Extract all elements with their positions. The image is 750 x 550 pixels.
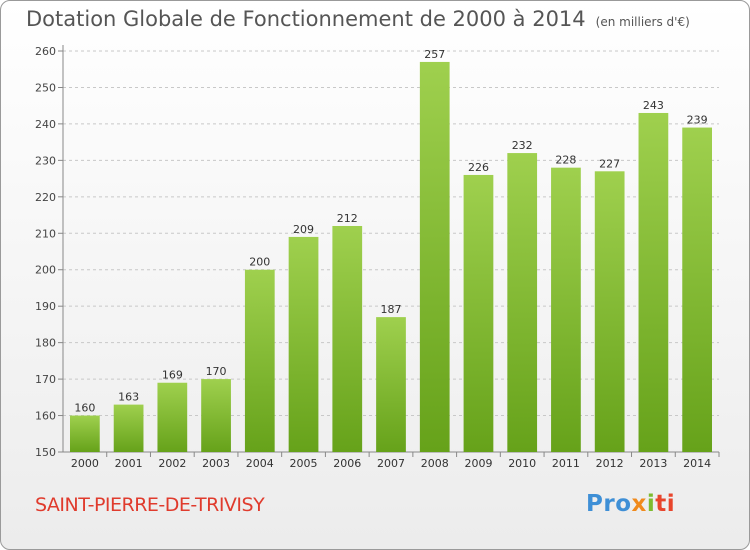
x-tick-label: 2009	[464, 457, 492, 470]
y-tick-label: 170	[35, 373, 56, 386]
x-tick-label: 2001	[115, 457, 143, 470]
bar	[69, 415, 100, 452]
y-tick-label: 260	[35, 45, 56, 58]
bar	[113, 404, 144, 452]
y-tick-label: 190	[35, 300, 56, 313]
proxiti-logo: Proxiti	[586, 491, 675, 517]
data-label: 170	[206, 365, 227, 378]
bar	[507, 153, 538, 452]
logo-part-2: x	[631, 491, 647, 517]
data-label: 257	[424, 48, 445, 61]
logo-part-1: Pro	[586, 491, 632, 517]
x-tick-label: 2005	[290, 457, 318, 470]
data-label: 239	[687, 114, 708, 127]
data-label: 226	[468, 161, 489, 174]
y-tick-label: 210	[35, 227, 56, 240]
data-label: 160	[74, 402, 95, 415]
chart-title: Dotation Globale de Fonctionnement de 20…	[26, 7, 690, 31]
bar	[332, 225, 363, 452]
bar	[288, 236, 319, 452]
x-tick-label: 2006	[333, 457, 361, 470]
logo-part-3: i	[646, 491, 656, 517]
x-tick-label: 2008	[421, 457, 449, 470]
data-label: 163	[118, 391, 139, 404]
data-label: 228	[555, 154, 576, 167]
bar	[463, 174, 494, 453]
y-tick-label: 240	[35, 118, 56, 131]
x-tick-label: 2013	[639, 457, 667, 470]
bar	[551, 167, 581, 452]
x-tick-label: 2010	[508, 457, 536, 470]
y-tick-label: 250	[35, 81, 56, 94]
data-label: 169	[162, 369, 183, 382]
bar	[244, 269, 275, 452]
y-tick-label: 160	[35, 410, 56, 423]
y-tick-label: 230	[35, 154, 56, 167]
data-label: 243	[643, 99, 664, 112]
data-label: 212	[337, 212, 358, 225]
x-tick-label: 2000	[71, 457, 99, 470]
bar	[594, 171, 625, 453]
x-tick-label: 2003	[202, 457, 230, 470]
data-label: 232	[512, 139, 533, 152]
bar	[157, 382, 188, 452]
y-tick-label: 220	[35, 191, 56, 204]
x-tick-label: 2011	[552, 457, 580, 470]
y-tick-label: 180	[35, 337, 56, 350]
bar	[638, 112, 669, 453]
data-label: 227	[599, 157, 620, 170]
x-tick-label: 2012	[596, 457, 624, 470]
data-label: 209	[293, 223, 314, 236]
x-tick-label: 2007	[377, 457, 405, 470]
commune-name: SAINT-PIERRE-DE-TRIVISY	[35, 494, 265, 516]
y-tick-label: 150	[35, 446, 56, 459]
data-label: 200	[249, 256, 270, 269]
bar	[201, 379, 231, 452]
bar	[419, 61, 450, 452]
bar	[376, 317, 406, 452]
x-tick-label: 2014	[683, 457, 711, 470]
chart-title-text: Dotation Globale de Fonctionnement de 20…	[26, 7, 586, 31]
x-tick-label: 2004	[246, 457, 274, 470]
data-label: 187	[381, 303, 402, 316]
bar	[682, 127, 713, 453]
y-tick-label: 200	[35, 264, 56, 277]
chart-unit: (en milliers d'€)	[595, 15, 690, 29]
x-tick-label: 2002	[158, 457, 186, 470]
logo-part-4: ti	[655, 491, 676, 517]
